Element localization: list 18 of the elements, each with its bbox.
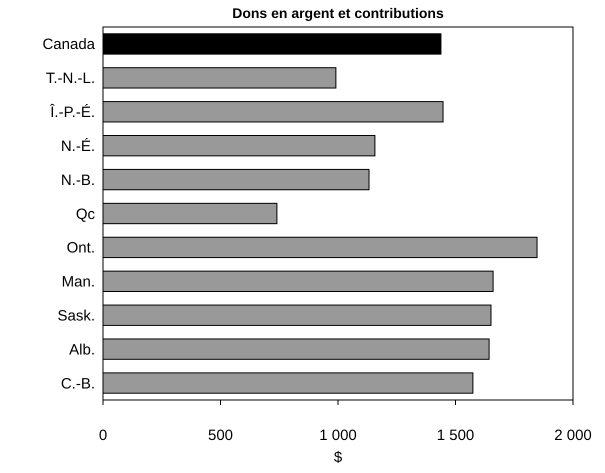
- x-tick-label: 500: [208, 427, 234, 444]
- y-tick-label: Canada: [42, 36, 96, 54]
- y-tick-label: Î.-P.-É.: [49, 103, 95, 122]
- y-tick-label: Qc: [76, 206, 96, 223]
- x-axis-title: $: [334, 449, 343, 466]
- y-tick-label: Sask.: [57, 307, 95, 324]
- y-tick-label: C.-B.: [60, 375, 95, 392]
- y-tick-label: T.-N.-L.: [46, 70, 95, 88]
- x-tick-label: 0: [98, 427, 108, 444]
- x-tick-label: 2 000: [554, 427, 592, 444]
- chart-title: Dons en argent et contributions: [232, 5, 444, 21]
- x-tick-label: 1 500: [436, 427, 474, 444]
- y-tick-label: Ont.: [66, 240, 95, 257]
- y-tick-label: N.-B.: [60, 172, 95, 189]
- x-tick-label: 1 000: [319, 427, 357, 444]
- y-tick-label: Alb.: [69, 341, 95, 358]
- y-tick-label: Man.: [62, 274, 95, 291]
- y-tick-label: N.-É.: [60, 136, 95, 155]
